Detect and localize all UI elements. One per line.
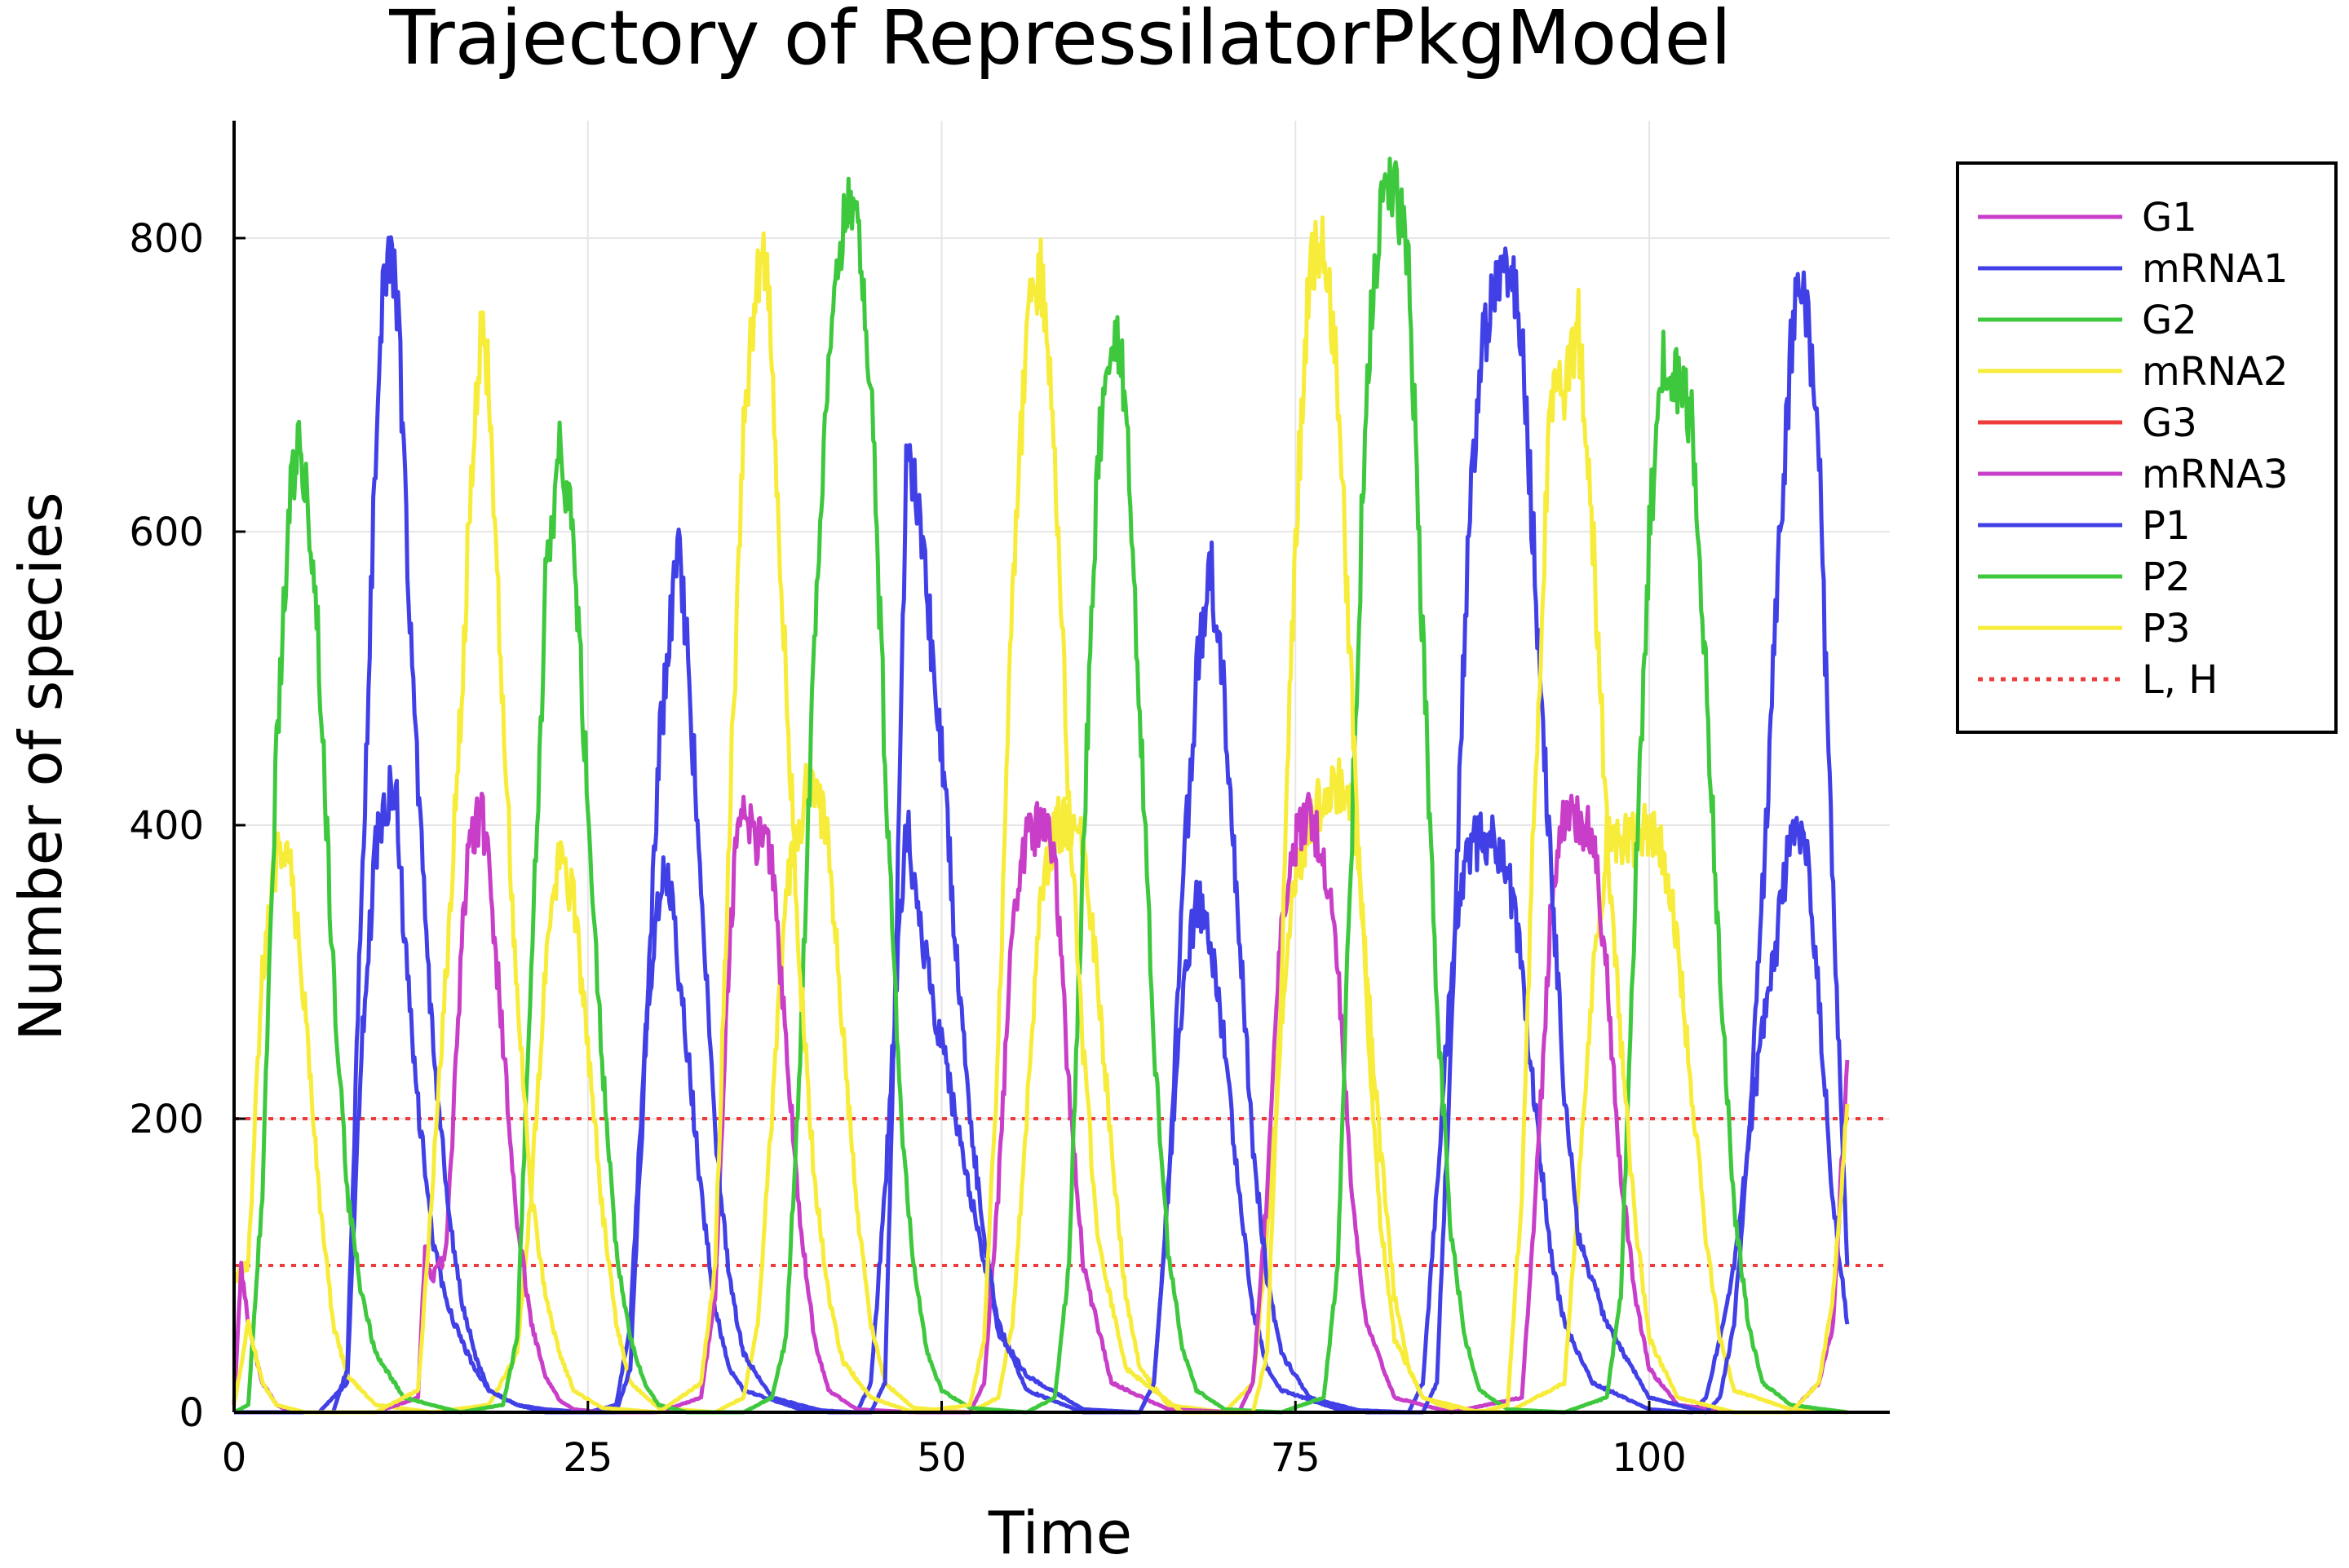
x-tick-label: 100 <box>1612 1435 1687 1481</box>
legend: G1 mRNA1 G2 mRNA2 G3 mRNA3 P1 P2 P3 L, H <box>1956 161 2338 734</box>
x-axis-label: Time <box>988 1499 1132 1565</box>
series-group <box>232 157 1850 1415</box>
legend-item-p2: P2 <box>1978 554 2190 600</box>
series-line-p3 <box>232 215 1850 1415</box>
legend-label: G2 <box>2142 298 2197 343</box>
y-tick-label: 400 <box>129 803 204 849</box>
legend-item-g1: G1 <box>1978 195 2197 241</box>
legend-item-mrna3: mRNA3 <box>1978 452 2288 497</box>
legend-item-mrna2: mRNA2 <box>1978 349 2288 395</box>
legend-label: P3 <box>2142 606 2190 651</box>
series-line-p2 <box>232 157 1848 1415</box>
series-line-mrna2 <box>232 757 1848 1415</box>
x-tick-labels: 0 25 50 75 100 <box>222 1435 1687 1481</box>
legend-item-g2: G2 <box>1978 298 2197 343</box>
legend-label: P2 <box>2142 554 2190 600</box>
legend-label: P1 <box>2142 503 2190 549</box>
legend-label: mRNA1 <box>2142 246 2288 292</box>
legend-items: G1 mRNA1 G2 mRNA2 G3 mRNA3 P1 P2 P3 L, H <box>1978 195 2288 703</box>
legend-label: G1 <box>2142 195 2197 241</box>
legend-label: L, H <box>2142 657 2218 703</box>
legend-item-l-h: L, H <box>1978 657 2218 703</box>
series-line-mrna3 <box>232 791 1850 1415</box>
x-tick-label: 25 <box>563 1435 613 1481</box>
legend-item-p1: P1 <box>1978 503 2190 549</box>
x-tick-label: 75 <box>1271 1435 1320 1481</box>
y-tick-label: 800 <box>129 216 204 262</box>
legend-item-mrna1: mRNA1 <box>1978 246 2288 292</box>
y-axis-label: Number of species <box>7 492 75 1040</box>
legend-box <box>1956 161 2338 734</box>
legend-label: mRNA2 <box>2142 349 2288 395</box>
x-tick-label: 0 <box>222 1435 247 1481</box>
y-tick-label: 600 <box>129 510 204 555</box>
legend-label: G3 <box>2142 400 2197 446</box>
x-tick-label: 50 <box>917 1435 967 1481</box>
legend-item-g3: G3 <box>1978 400 2197 446</box>
y-tick-labels: 0 200 400 600 800 <box>129 216 204 1436</box>
y-tick-label: 0 <box>179 1390 204 1436</box>
chart-title: Trajectory of RepressilatorPkgModel <box>388 0 1732 82</box>
legend-label: mRNA3 <box>2142 452 2288 497</box>
axes <box>232 121 1890 1414</box>
y-tick-label: 200 <box>129 1097 204 1142</box>
legend-item-p3: P3 <box>1978 606 2190 651</box>
